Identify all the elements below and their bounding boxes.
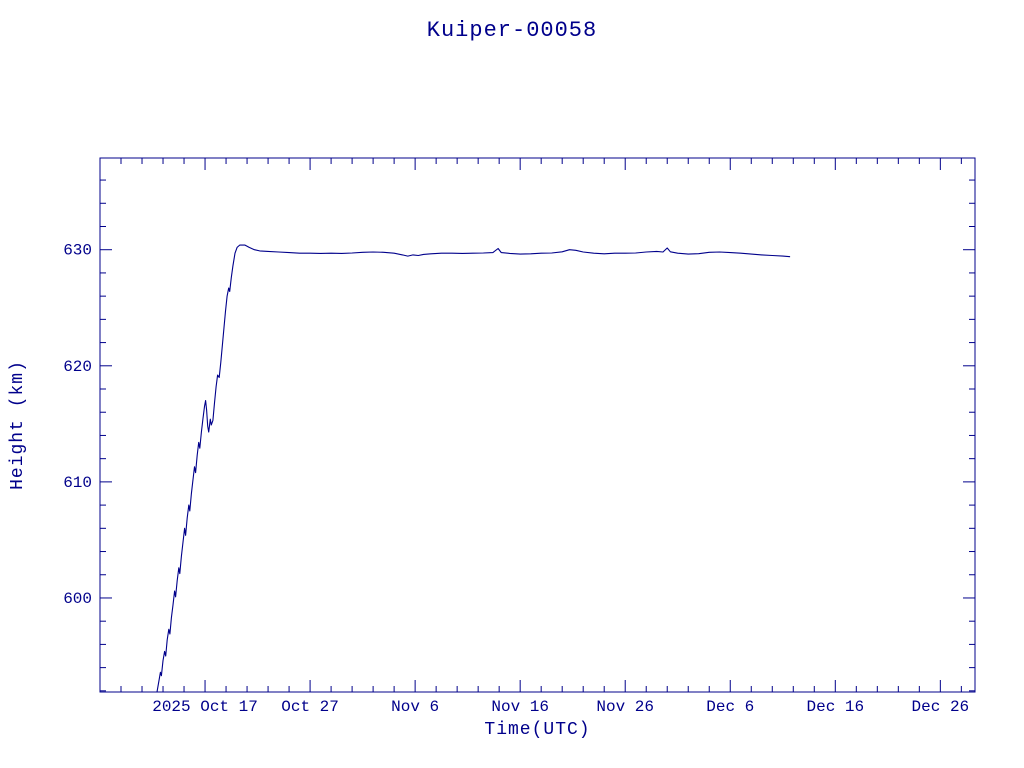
x-tick-label: Dec 16: [806, 698, 864, 716]
axes-frame: [99, 157, 976, 693]
y-tick-label: 600: [63, 590, 92, 608]
data-line: [156, 244, 791, 693]
y-axis-label: Height (km): [8, 360, 28, 490]
x-tick-label: Dec 26: [912, 698, 970, 716]
y-tick-label: 620: [63, 358, 92, 376]
x-tick-label: Nov 6: [391, 698, 439, 716]
y-tick-label: 610: [63, 474, 92, 492]
x-axis-label: Time(UTC): [484, 720, 591, 740]
y-tick-labels: 600 610 620 630: [63, 242, 92, 608]
x-tick-label: 2025 Oct 17: [152, 698, 258, 716]
y-tick-label: 630: [63, 242, 92, 260]
x-tick-label: Nov 16: [491, 698, 549, 716]
x-tick-label: Dec 6: [706, 698, 754, 716]
x-tick-labels: 2025 Oct 17 Oct 27 Nov 6 Nov 16 Nov 26 Dec 6 D…: [152, 698, 969, 716]
chart-title: Kuiper-00058: [426, 18, 598, 43]
x-tick-label: Oct 27: [281, 698, 339, 716]
x-tick-label: Nov 26: [596, 698, 654, 716]
tick-marks: [100, 158, 975, 692]
